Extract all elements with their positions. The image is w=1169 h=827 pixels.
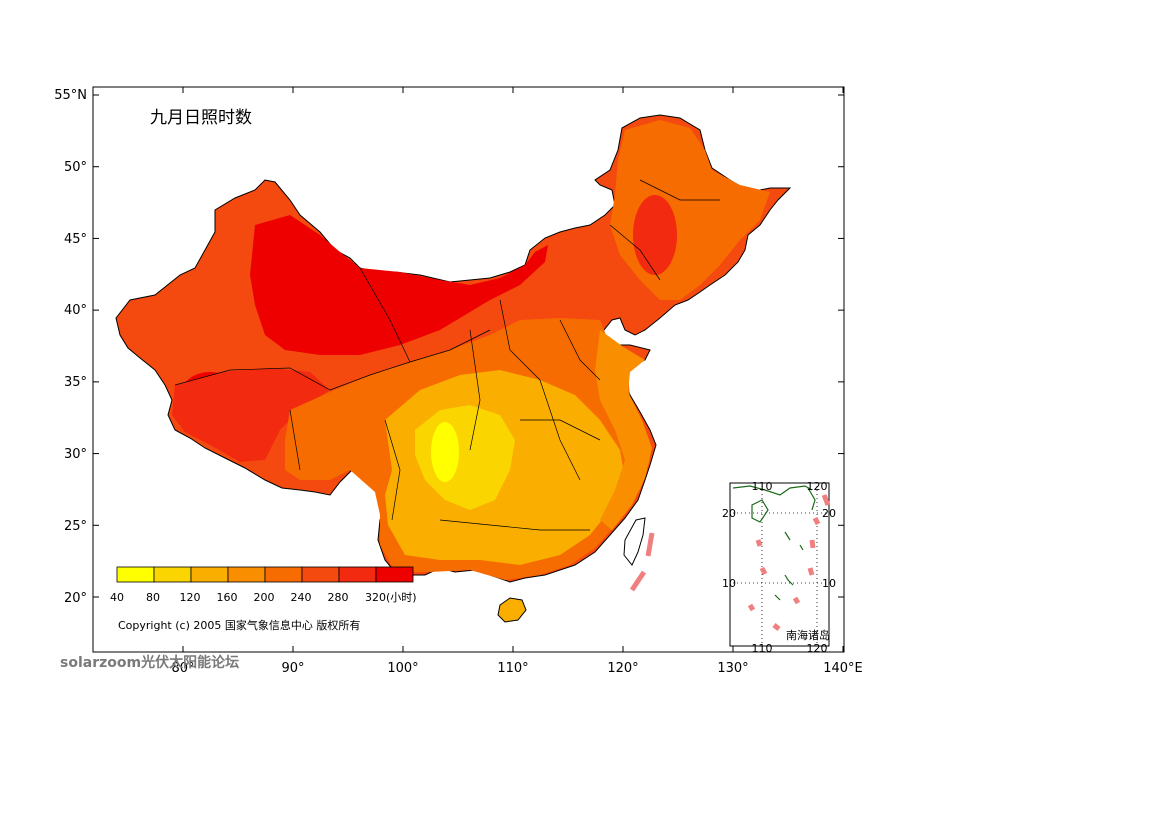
sunshine-zones: [172, 120, 770, 580]
legend-swatch-6: [301, 566, 340, 583]
frame-ticks: [93, 87, 844, 652]
inset-lon-top-120: 120: [807, 480, 828, 493]
copyright-text: Copyright (c) 2005 国家气象信息中心 版权所有: [118, 618, 360, 632]
lon-label-110: 110°: [497, 661, 528, 676]
legend-label-80: 80: [146, 591, 160, 604]
zone-tibet: [172, 368, 330, 462]
inset-lat-left-10: 10: [722, 577, 736, 590]
lat-label-35: 35°: [64, 375, 87, 390]
hainan-island: [497, 597, 527, 623]
inset-lat-right-10: 10: [822, 577, 836, 590]
inset-lat-right-20: 20: [822, 507, 836, 520]
legend-label-120: 120: [180, 591, 201, 604]
legend-swatch-4: [227, 566, 266, 583]
watermark-text: solarzoom光伏太阳能论坛: [60, 654, 239, 671]
inset-lat-left-20: 20: [722, 507, 736, 520]
zone-40-80: [431, 422, 459, 482]
lon-label-140: 140°E: [823, 661, 863, 676]
inset-lon-bottom-110: 110: [752, 642, 773, 655]
map-title: 九月日照时数: [150, 108, 252, 128]
lon-label-80: 80°: [171, 661, 194, 676]
zone-280-320-north: [250, 215, 548, 355]
inset-coastline: [732, 485, 816, 601]
legend-swatch-3: [190, 566, 229, 583]
lon-label-130: 130°: [717, 661, 748, 676]
legend-label-240: 240: [291, 591, 312, 604]
legend-labels: 40 80 120 160 200 240 280 320(小时): [110, 591, 417, 604]
lat-label-55: 55°N: [54, 88, 87, 103]
legend-swatch-5: [264, 566, 303, 583]
inset-dashes: [747, 494, 831, 631]
legend-label-160: 160: [217, 591, 238, 604]
lon-label-120: 120°: [607, 661, 638, 676]
lat-label-45: 45°: [64, 232, 87, 247]
province-boundaries: [174, 179, 720, 531]
lat-label-20: 20°: [64, 591, 87, 606]
inset-lon-top-110: 110: [752, 480, 773, 493]
lon-label-90: 90°: [281, 661, 304, 676]
latitude-labels: 55°N 50° 45° 40° 35° 30° 25° 20°: [54, 88, 87, 606]
inset-label: 南海诸岛: [786, 628, 830, 642]
legend-label-40: 40: [110, 591, 124, 604]
lat-label-25: 25°: [64, 519, 87, 534]
main-map-dashes: [629, 532, 655, 592]
legend-label-320: 320(小时): [365, 591, 417, 604]
zone-coast: [595, 330, 652, 530]
lat-label-50: 50°: [64, 160, 87, 175]
lat-label-40: 40°: [64, 303, 87, 318]
legend-label-280: 280: [328, 591, 349, 604]
legend-swatch-7: [338, 566, 377, 583]
legend-swatch-8: [375, 566, 414, 583]
taiwan-island: [623, 517, 646, 566]
zone-northeast-red: [633, 195, 677, 275]
south-china-sea-inset: 110 120 110 120 20 10 20 10 南海诸岛: [722, 480, 836, 655]
map-frame: [92, 86, 845, 653]
legend-swatches: [116, 566, 414, 583]
legend-label-200: 200: [254, 591, 275, 604]
legend: 40 80 120 160 200 240 280 320(小时): [110, 566, 417, 604]
longitude-labels: 80° 90° 100° 110° 120° 130° 140°E: [171, 661, 862, 676]
legend-swatch-2: [153, 566, 192, 583]
lon-label-100: 100°: [387, 661, 418, 676]
inset-lon-bottom-120: 120: [807, 642, 828, 655]
lat-label-30: 30°: [64, 447, 87, 462]
legend-swatch-1: [116, 566, 155, 583]
inset-frame: [729, 482, 830, 647]
